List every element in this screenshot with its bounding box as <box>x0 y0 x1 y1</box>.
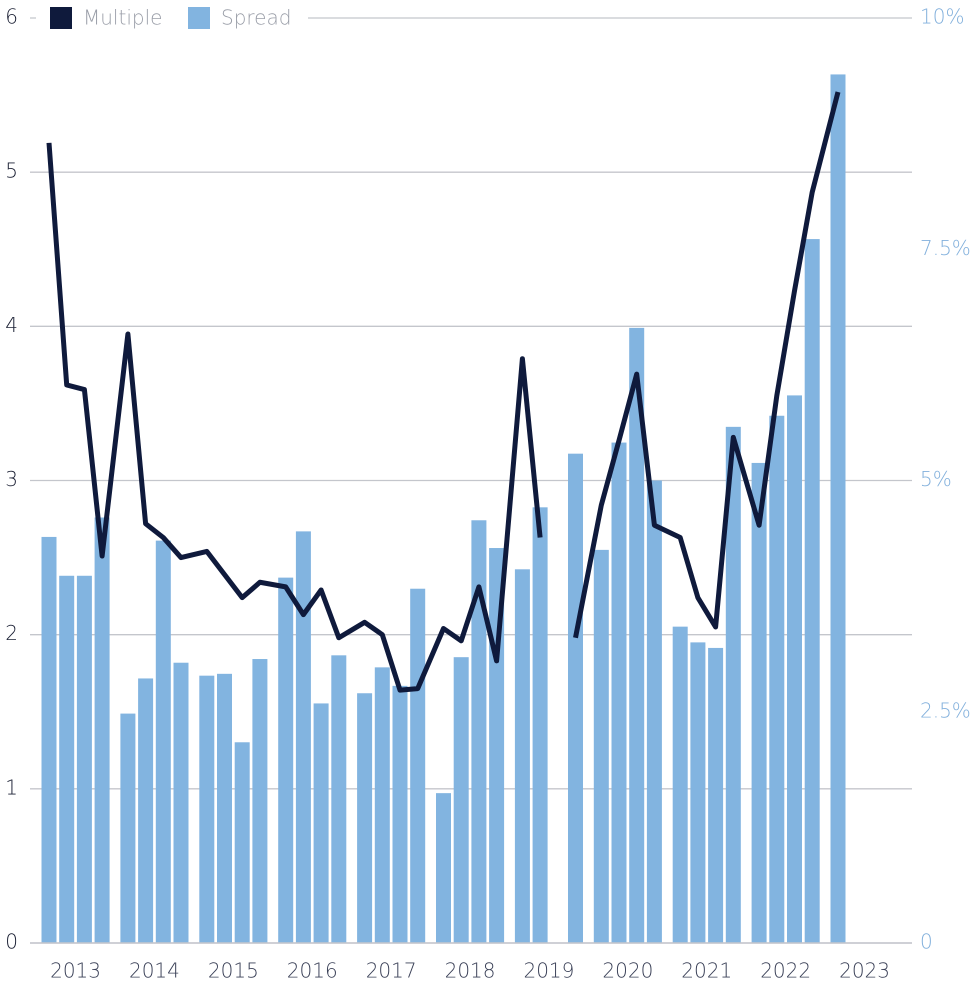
bar <box>453 657 469 943</box>
x-tick-label: 2014 <box>129 959 180 983</box>
bar <box>295 531 311 943</box>
bar <box>436 793 451 943</box>
bar <box>59 575 75 943</box>
y-tick-label: 3 <box>5 467 18 491</box>
bar <box>313 703 329 943</box>
bar <box>94 517 110 943</box>
bar <box>374 667 390 943</box>
x-tick-label: 2015 <box>208 959 259 983</box>
bar <box>392 685 408 943</box>
bar <box>173 662 189 943</box>
bar <box>471 520 487 943</box>
bar <box>532 507 548 943</box>
y2-tick-label: 5% <box>920 467 952 491</box>
bar <box>725 426 741 944</box>
bar <box>611 442 627 943</box>
x-tick-label: 2018 <box>445 959 496 983</box>
bar <box>514 569 530 943</box>
bar <box>769 415 785 943</box>
bar <box>357 693 373 943</box>
bar <box>252 659 268 943</box>
bar <box>708 647 724 943</box>
y-tick-label: 5 <box>5 159 18 183</box>
x-tick-label: 2022 <box>760 959 811 983</box>
x-tick-label: 2019 <box>523 959 574 983</box>
bar <box>234 742 250 943</box>
bar <box>410 588 426 943</box>
line <box>573 91 841 639</box>
bar <box>751 462 767 943</box>
bar <box>278 577 294 943</box>
y-tick-label: 4 <box>5 313 18 337</box>
bar <box>199 675 215 943</box>
x-tick-label: 2023 <box>839 959 890 983</box>
bar <box>155 540 171 943</box>
y-tick-label: 0 <box>5 930 18 954</box>
x-tick-label: 2020 <box>602 959 653 983</box>
y-tick-label: 2 <box>5 621 18 645</box>
y2-tick-label: 2.5% <box>920 698 971 722</box>
bar <box>138 678 154 943</box>
bar <box>672 626 688 943</box>
x-tick-label: 2021 <box>681 959 732 983</box>
bar <box>629 327 645 943</box>
bar <box>120 713 136 943</box>
bar <box>568 453 583 943</box>
y-tick-label: 1 <box>5 775 18 799</box>
y2-tick-label: 10% <box>920 5 964 29</box>
legend-background <box>36 2 308 34</box>
y2-tick-label: 7.5% <box>920 236 971 260</box>
bar <box>76 575 92 943</box>
x-tick-label: 2016 <box>287 959 338 983</box>
x-tick-label: 2017 <box>366 959 417 983</box>
y2-tick-label: 0 <box>920 930 933 954</box>
legend-swatch <box>188 7 210 29</box>
bar <box>804 239 820 943</box>
bar <box>787 395 802 943</box>
bar <box>331 655 347 943</box>
legend-label: Multiple <box>83 6 162 30</box>
x-tick-label: 2013 <box>50 959 101 983</box>
bar <box>690 642 706 943</box>
bar <box>217 673 232 943</box>
bar <box>41 536 57 943</box>
bar <box>830 74 846 944</box>
line <box>46 142 543 693</box>
bar <box>593 549 609 943</box>
legend-swatch <box>50 7 72 29</box>
y-tick-label: 6 <box>5 5 18 29</box>
bar <box>646 480 662 943</box>
legend-label: Spread <box>221 6 291 30</box>
